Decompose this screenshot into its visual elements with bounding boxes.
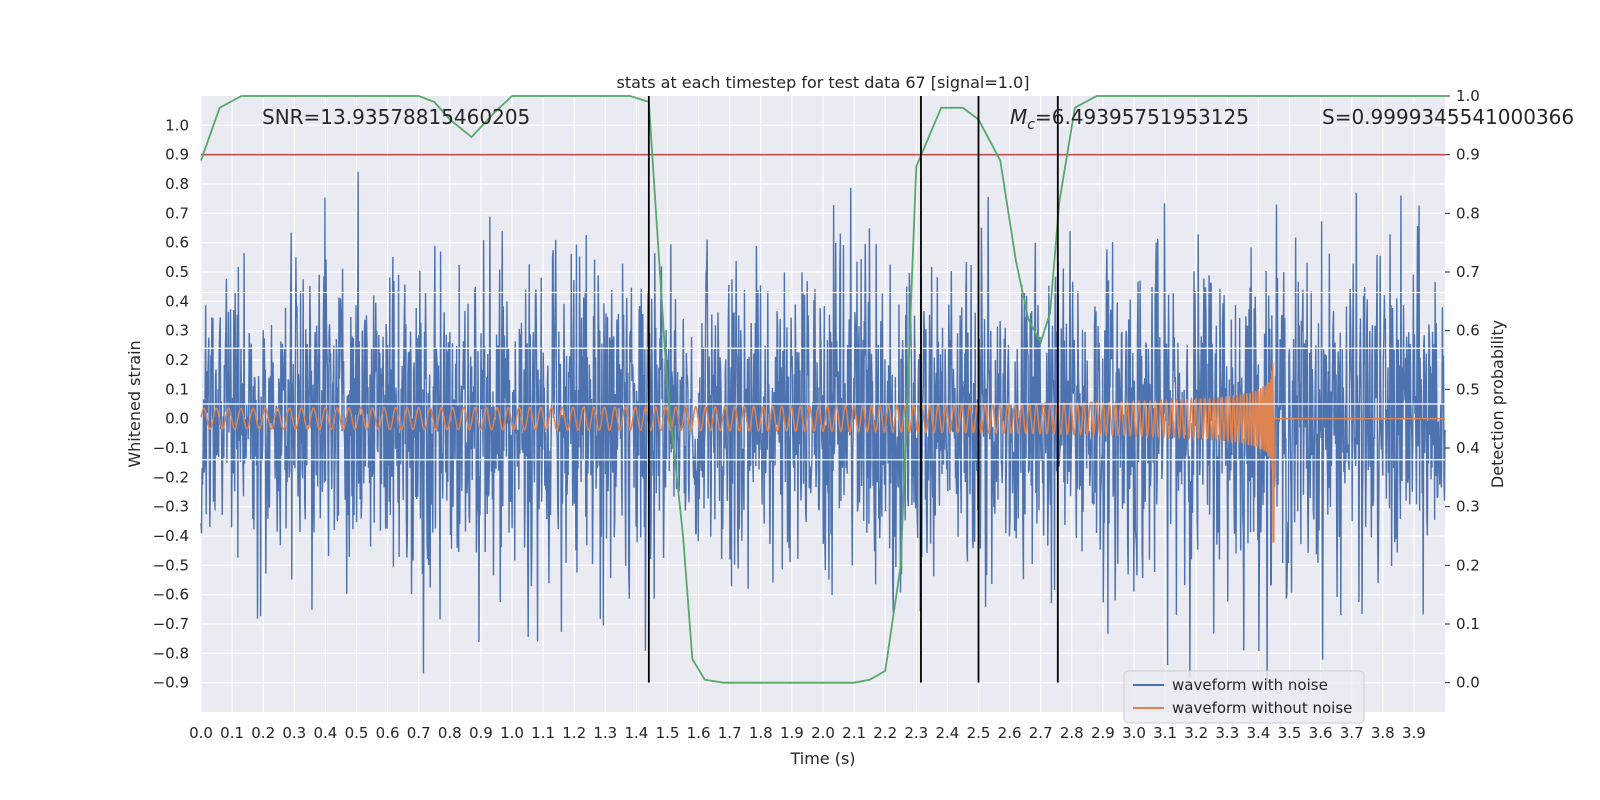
y-tick-label: 0.2 xyxy=(165,351,189,369)
y-tick-label: 0.8 xyxy=(165,175,189,193)
x-tick-label: 0.0 xyxy=(189,724,213,742)
x-tick-label: 1.8 xyxy=(749,724,773,742)
x-tick-label: 0.4 xyxy=(313,724,337,742)
x-tick-label: 3.9 xyxy=(1402,724,1426,742)
y-tick-label: 0.4 xyxy=(165,292,189,310)
y-tick-label: −0.4 xyxy=(153,527,189,545)
y-tick-label: −0.1 xyxy=(153,439,189,457)
y2-tick-label: 0.6 xyxy=(1456,322,1480,340)
series-line-detection xyxy=(200,95,1445,684)
y-tick-label: −0.2 xyxy=(153,468,189,486)
x-tick-label: 2.8 xyxy=(1060,724,1084,742)
x-tick-label: 1.6 xyxy=(687,724,711,742)
y-tick-label: −0.5 xyxy=(153,556,189,574)
legend-label-noise: waveform with noise xyxy=(1172,676,1328,694)
y2-tick-label: 1.0 xyxy=(1456,87,1480,105)
x-tick-label: 0.8 xyxy=(438,724,462,742)
y-tick-label: 1.0 xyxy=(165,116,189,134)
y-tick-label: 0.3 xyxy=(165,322,189,340)
y-tick-label: −0.3 xyxy=(153,498,189,516)
y2-tick-label: 0.9 xyxy=(1456,146,1480,164)
y-tick-label: −0.7 xyxy=(153,615,189,633)
x-tick-label: 1.3 xyxy=(593,724,617,742)
y-tick-label: 0.9 xyxy=(165,146,189,164)
x-tick-label: 2.4 xyxy=(935,724,959,742)
x-tick-label: 3.4 xyxy=(1246,724,1270,742)
x-tick-label: 3.5 xyxy=(1278,724,1302,742)
mc-symbol: M xyxy=(1010,105,1027,129)
x-tick-label: 2.2 xyxy=(873,724,897,742)
x-tick-label: 3.6 xyxy=(1309,724,1333,742)
x-tick-label: 1.4 xyxy=(624,724,648,742)
y2-tick-label: 0.2 xyxy=(1456,556,1480,574)
x-tick-label: 1.5 xyxy=(656,724,680,742)
series-line-clean xyxy=(200,363,1445,543)
mc-value: =6.49395751953125 xyxy=(1035,105,1249,129)
x-tick-label: 0.9 xyxy=(469,724,493,742)
chart-title: stats at each timestep for test data 67 … xyxy=(617,73,1030,92)
x-tick-label: 2.5 xyxy=(967,724,991,742)
data-layer xyxy=(200,95,1446,684)
x-tick-label: 3.3 xyxy=(1215,724,1239,742)
y-tick-label: −0.8 xyxy=(153,644,189,662)
x-tick-label: 0.3 xyxy=(282,724,306,742)
y-axis-label: Whitened strain xyxy=(125,340,144,467)
legend-label-clean: waveform without noise xyxy=(1172,699,1352,717)
x-tick-label: 2.0 xyxy=(811,724,835,742)
x-tick-label: 1.0 xyxy=(500,724,524,742)
x-tick-label: 0.6 xyxy=(376,724,400,742)
x-tick-label: 0.2 xyxy=(251,724,275,742)
x-tick-label: 3.2 xyxy=(1184,724,1208,742)
x-tick-label: 3.1 xyxy=(1153,724,1177,742)
x-tick-label: 1.2 xyxy=(562,724,586,742)
x-tick-label: 1.1 xyxy=(531,724,555,742)
legend-box xyxy=(1123,670,1365,724)
x-ticks: 0.0 0.1 0.2 0.3 0.4 0.5 0.6 0.7 0.8 0.9 1.0 1.1 1.2 1… xyxy=(189,724,1426,742)
y-ticks: −0.9 −0.8 −0.7 −0.6 −0.5 −0.4 −0.3 −0.2 −0.1 0.0 0… xyxy=(153,116,189,691)
y2-tick-label: 0.0 xyxy=(1456,674,1480,692)
x-axis-label: Time (s) xyxy=(789,749,855,768)
x-tick-label: 3.7 xyxy=(1340,724,1364,742)
y2-axis-label: Detection probability xyxy=(1488,320,1507,488)
y2-tick-label: 0.8 xyxy=(1456,204,1480,222)
y2-ticks: 0.0 0.1 0.2 0.3 0.4 0.5 0.6 0.7 0.8 0.9 1.0 xyxy=(1445,87,1480,692)
y-tick-label: −0.6 xyxy=(153,586,189,604)
y-tick-label: 0.7 xyxy=(165,204,189,222)
x-tick-label: 3.0 xyxy=(1122,724,1146,742)
y-tick-label: −0.9 xyxy=(153,674,189,692)
x-tick-label: 1.9 xyxy=(780,724,804,742)
y2-tick-label: 0.3 xyxy=(1456,498,1480,516)
y-tick-label: 0.1 xyxy=(165,380,189,398)
x-tick-label: 0.5 xyxy=(345,724,369,742)
y2-tick-label: 0.1 xyxy=(1456,615,1480,633)
mc-subscript: c xyxy=(1027,117,1035,133)
y-tick-label: 0.6 xyxy=(165,234,189,252)
x-tick-label: 2.1 xyxy=(842,724,866,742)
legend: waveform with noise waveform without noi… xyxy=(1123,670,1365,724)
y2-tick-label: 0.4 xyxy=(1456,439,1480,457)
x-tick-label: 2.7 xyxy=(1029,724,1053,742)
s-annotation: S=0.9999345541000366 xyxy=(1322,105,1574,129)
x-tick-label: 3.8 xyxy=(1371,724,1395,742)
y2-tick-label: 0.7 xyxy=(1456,263,1480,281)
y-tick-label: 0.0 xyxy=(165,410,189,428)
y-tick-label: 0.5 xyxy=(165,263,189,281)
snr-annotation: SNR=13.93578815460205 xyxy=(262,105,530,129)
x-tick-label: 0.7 xyxy=(407,724,431,742)
chirp-mass-annotation: Mc=6.49395751953125 xyxy=(1010,105,1249,133)
x-tick-label: 0.1 xyxy=(220,724,244,742)
x-tick-label: 2.9 xyxy=(1091,724,1115,742)
x-tick-label: 2.6 xyxy=(998,724,1022,742)
x-tick-label: 2.3 xyxy=(904,724,928,742)
y2-tick-label: 0.5 xyxy=(1456,380,1480,398)
x-tick-label: 1.7 xyxy=(718,724,742,742)
